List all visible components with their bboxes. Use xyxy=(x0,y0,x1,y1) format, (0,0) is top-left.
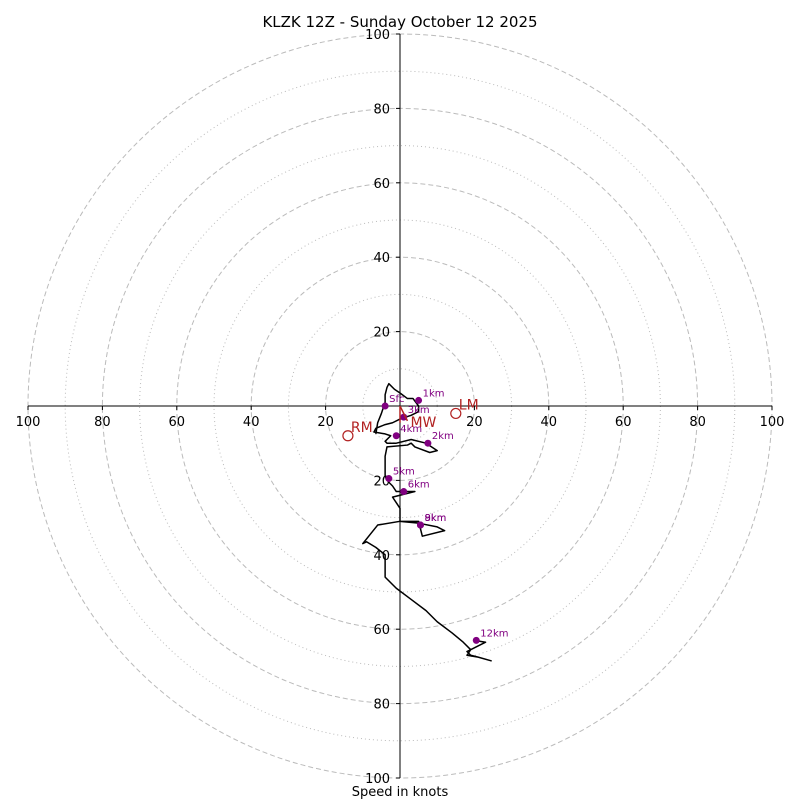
height-label-4km: 4km xyxy=(400,424,422,435)
y-tick-label-top: 20 xyxy=(373,326,390,341)
storm-motion-marker-RM xyxy=(342,430,354,442)
height-label-5km: 5km xyxy=(393,467,415,478)
y-tick-label-bottom: 80 xyxy=(373,698,390,713)
x-tick-label-right: 60 xyxy=(615,415,632,430)
storm-motion-label-RM: RM xyxy=(351,420,373,436)
tick-labels: 100 80 60 40 20 20 40 60 80 100204060801002040608… xyxy=(16,28,785,787)
x-tick-label-right: 40 xyxy=(541,415,558,430)
y-tick-label-bottom: 60 xyxy=(373,623,390,638)
height-marker-6km xyxy=(400,488,408,496)
height-label-1km: 1km xyxy=(423,388,445,399)
tick-marks xyxy=(27,33,773,779)
y-tick-label-top: 80 xyxy=(373,102,390,117)
x-tick-label-right: 100 xyxy=(760,415,785,430)
height-marker-12km xyxy=(472,636,480,644)
x-tick-label-left: 40 xyxy=(243,415,260,430)
x-tick-label-right: 80 xyxy=(689,415,706,430)
x-axis-label: Speed in knots xyxy=(352,785,449,800)
y-tick-label-top: 60 xyxy=(373,177,390,192)
height-label-2km: 2km xyxy=(432,431,454,442)
storm-motion-marker-LM xyxy=(450,407,462,420)
y-tick-label-top: 100 xyxy=(365,28,390,43)
x-tick-label-left: 100 xyxy=(16,415,41,430)
hodograph-trace-layer xyxy=(362,382,492,662)
height-label-3km: 3km xyxy=(408,405,430,416)
y-tick-label-bottom: 100 xyxy=(365,772,390,787)
x-tick-label-left: 60 xyxy=(169,415,186,430)
y-tick-label-bottom: 40 xyxy=(373,549,390,564)
mean-wind-vector xyxy=(399,405,409,422)
storm-motions: RM LM MW xyxy=(342,397,479,442)
storm-motion-label-MW: MW xyxy=(410,415,436,431)
height-label-8km: 8km xyxy=(424,513,446,524)
height-marker-4km xyxy=(392,432,400,440)
height-marker-1km xyxy=(415,396,423,404)
height-marker-5km xyxy=(385,475,393,483)
height-label-Sfc: Sfc xyxy=(389,394,404,405)
storm-motion-label-LM: LM xyxy=(459,397,479,413)
hodograph-trace xyxy=(362,382,492,662)
y-tick-label-top: 40 xyxy=(373,251,390,266)
height-marker-2km xyxy=(424,439,432,447)
x-tick-label-left: 80 xyxy=(94,415,111,430)
height-label-6km: 6km xyxy=(408,480,430,491)
height-label-12km: 12km xyxy=(480,628,508,639)
height-marker-9km xyxy=(416,521,424,529)
height-label-9km: 9km xyxy=(424,513,446,524)
x-tick-label-left: 20 xyxy=(317,415,334,430)
chart-title: KLZK 12Z - Sunday October 12 2025 xyxy=(262,13,537,31)
height-marker-Sfc xyxy=(381,402,389,410)
x-tick-label-right: 20 xyxy=(466,415,483,430)
